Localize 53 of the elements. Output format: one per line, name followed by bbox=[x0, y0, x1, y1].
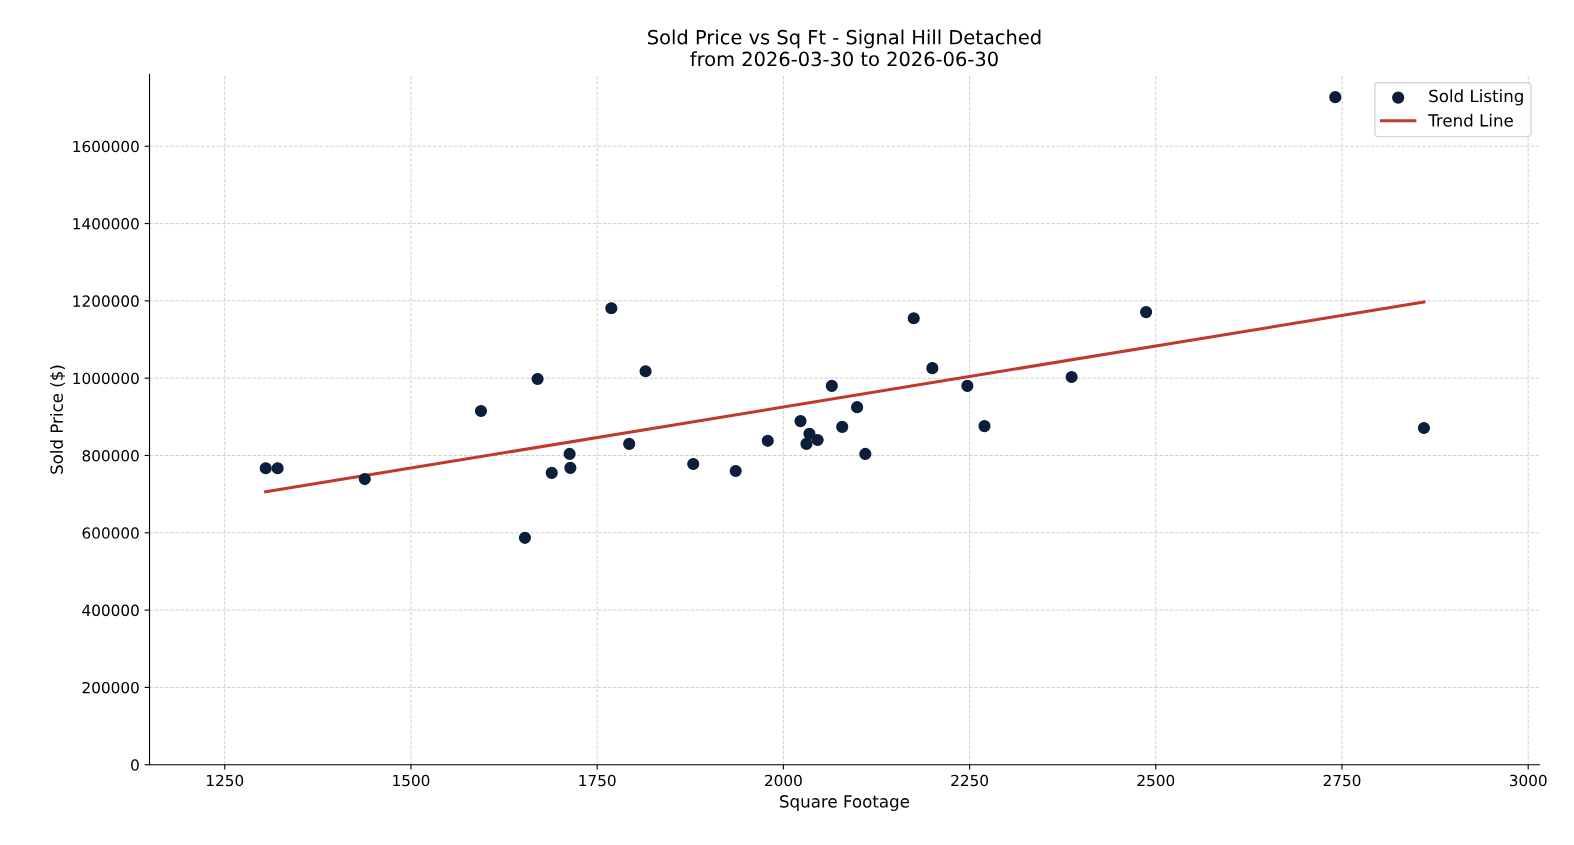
x-tick-label: 1500 bbox=[393, 774, 430, 787]
point bbox=[474, 404, 488, 418]
chart-title: Sold Price vs Sq Ft - Signal Hill Detached from 2026-03-30 to 2026-06-30 bbox=[648, 29, 1041, 67]
point bbox=[639, 365, 652, 378]
y-tick-label: 1400000 bbox=[73, 218, 139, 230]
y-tick-label: 400000 bbox=[82, 604, 139, 617]
point bbox=[803, 427, 816, 440]
y-tick-label: 1000000 bbox=[73, 372, 139, 385]
x-tick-label: 3000 bbox=[1509, 774, 1547, 787]
y-tick-label: 0 bbox=[131, 759, 139, 771]
y-tick-label: 200000 bbox=[82, 681, 139, 694]
x-tick-label: 2000 bbox=[765, 774, 802, 787]
point bbox=[623, 437, 636, 450]
point bbox=[605, 302, 618, 315]
point bbox=[961, 379, 974, 392]
point bbox=[926, 362, 939, 375]
y-axis-title: Sold Price ($) bbox=[50, 365, 66, 474]
point bbox=[811, 433, 824, 447]
point bbox=[859, 447, 872, 461]
x-tick-label: 2500 bbox=[1137, 774, 1175, 787]
x-tick-label: 2750 bbox=[1323, 774, 1361, 787]
point bbox=[564, 461, 577, 474]
point bbox=[1417, 421, 1431, 435]
point bbox=[907, 312, 920, 325]
point bbox=[825, 379, 838, 392]
x-tick-label: 2250 bbox=[951, 774, 989, 787]
y-tick-label: 1600000 bbox=[73, 140, 139, 153]
point bbox=[1065, 370, 1078, 384]
y-tick-label: 800000 bbox=[82, 449, 139, 462]
point bbox=[518, 531, 531, 544]
point bbox=[800, 437, 813, 450]
y-tick-label: 600000 bbox=[82, 527, 139, 539]
point bbox=[358, 472, 371, 486]
x-axis-title: Square Footage bbox=[780, 795, 910, 811]
legend-label: Trend Line bbox=[1428, 113, 1513, 127]
point bbox=[794, 415, 807, 428]
point bbox=[836, 420, 849, 433]
y-tick-label: 1200000 bbox=[73, 295, 139, 307]
point bbox=[259, 462, 272, 475]
point bbox=[1329, 91, 1342, 104]
point bbox=[729, 464, 742, 478]
point bbox=[687, 457, 700, 471]
x-tick-label: 1250 bbox=[206, 774, 244, 787]
x-tick-label: 1750 bbox=[579, 774, 616, 787]
point bbox=[851, 401, 864, 414]
legend-label: Sold Listing bbox=[1429, 89, 1523, 106]
point bbox=[1140, 306, 1153, 319]
point bbox=[545, 466, 558, 479]
point bbox=[531, 372, 544, 386]
point bbox=[978, 420, 991, 433]
point bbox=[271, 462, 284, 475]
point bbox=[761, 434, 774, 447]
point bbox=[563, 447, 576, 461]
